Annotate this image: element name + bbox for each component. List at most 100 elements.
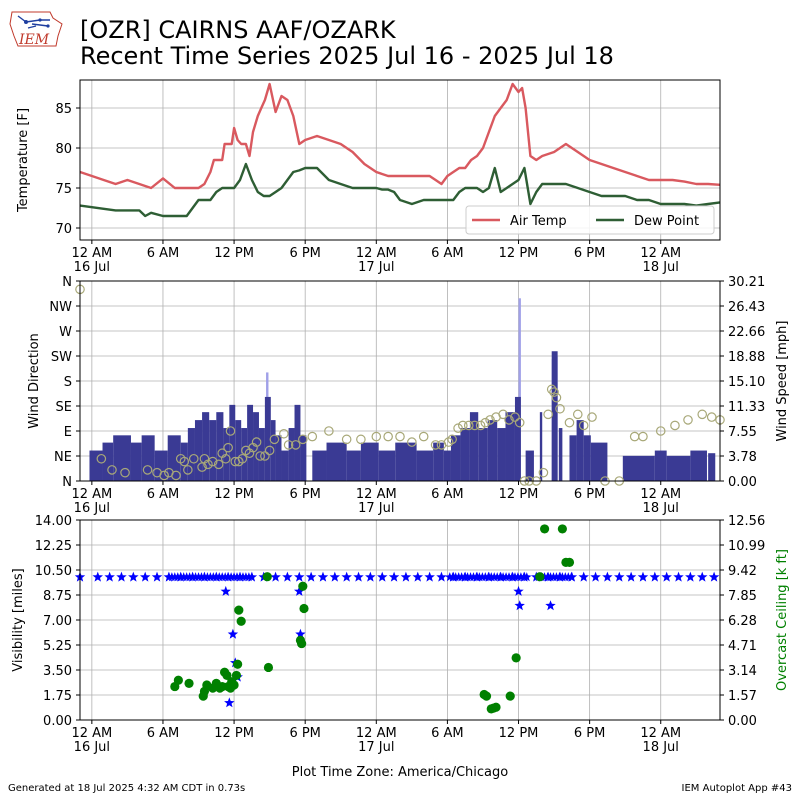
wind-direction-marker [260, 451, 270, 461]
x-tick-label: 12 PM [214, 487, 254, 502]
wind-direction-marker [538, 467, 549, 478]
ceiling-marker [236, 616, 246, 626]
direction-tick-label: W [59, 325, 72, 340]
visibility-marker [602, 571, 613, 582]
series-line-air-temp [79, 82, 721, 190]
wind-direction-marker [683, 415, 693, 425]
speed-tick-label: 7.55 [728, 425, 757, 440]
visibility-tick-label: 12.25 [35, 539, 72, 554]
series-line-dew-point [79, 162, 721, 218]
x-tick-label: 6 AM [147, 246, 180, 261]
visibility-marker [211, 571, 222, 582]
visibility-marker [294, 571, 305, 582]
ceiling-tick-label: 9.42 [728, 564, 757, 579]
wind-direction-marker [171, 470, 181, 481]
y-tick-label: 85 [55, 102, 72, 117]
wind-speed-bar [275, 435, 282, 481]
visibility-marker [554, 571, 566, 582]
wind-direction-marker [469, 420, 480, 431]
wind-direction-marker [706, 412, 717, 422]
wind-direction-marker [264, 445, 275, 456]
wind-speed-bar [487, 420, 498, 481]
wind-direction-marker [159, 470, 169, 481]
wind-direction-marker [458, 420, 468, 431]
visibility-marker [625, 571, 637, 582]
wind-speed-bar [288, 428, 295, 481]
wind-direction-marker [447, 434, 457, 445]
visibility-marker [578, 571, 589, 582]
visibility-marker [295, 628, 306, 639]
wind-direction-marker [480, 417, 491, 428]
wind-direction-marker [670, 420, 680, 431]
ceiling-tick-label: 7.85 [728, 589, 757, 604]
ceiling-tick-label: 0.00 [728, 714, 757, 729]
x-tick-label: 12 AM [640, 246, 681, 261]
wind-speed-bar [270, 420, 276, 481]
wind-direction-marker [629, 431, 640, 442]
x-tick-label: 12 AM [71, 726, 112, 741]
wind-direction-marker [356, 434, 366, 445]
wind-speed-bar [622, 455, 655, 481]
wind-direction-marker [220, 453, 231, 464]
visibility-marker [187, 571, 198, 582]
direction-tick-label: N [62, 275, 72, 290]
ceiling-marker [539, 524, 550, 534]
visibility-marker [224, 697, 235, 708]
visibility-marker [305, 571, 317, 582]
ceiling-marker [229, 680, 239, 690]
wind-speed-bar [576, 420, 584, 481]
ceiling-marker [173, 675, 183, 685]
x-tick-label: 6 AM [431, 246, 464, 261]
visibility-marker [685, 571, 696, 582]
visibility-marker [199, 571, 210, 582]
ceiling-marker [297, 638, 307, 649]
visibility-marker [329, 571, 340, 582]
wind-speed-bar [235, 420, 242, 481]
speed-tick-label: 18.88 [728, 350, 765, 365]
ceiling-tick-label: 6.28 [728, 614, 757, 629]
wind-direction-marker [203, 459, 213, 470]
ceiling-marker [299, 603, 309, 614]
wind-speed-bar [300, 435, 307, 481]
visibility-tick-label: 8.75 [43, 589, 72, 604]
ceiling-marker [231, 670, 242, 681]
visibility-marker [542, 571, 554, 582]
direction-tick-label: SW [51, 350, 72, 365]
wind-direction-marker [546, 384, 557, 395]
wind-direction-marker [324, 426, 334, 436]
wind-speed-bar [460, 428, 470, 481]
visibility-marker [514, 600, 525, 611]
speed-tick-label: 0.00 [728, 475, 757, 490]
wind-direction-marker [655, 426, 666, 436]
legend-box [465, 205, 715, 235]
visibility-marker [424, 571, 435, 582]
x-tick-date-label: 16 Jul [74, 740, 110, 755]
x-tick-label: 12 PM [214, 246, 254, 261]
wind-speed-bar [539, 412, 543, 481]
x-tick-label: 12 PM [499, 726, 539, 741]
visibility-marker [637, 571, 649, 582]
wind-direction-marker [307, 431, 318, 442]
wind-direction-marker [383, 431, 393, 442]
x-tick-label: 12 AM [356, 487, 397, 502]
wind-direction-marker [475, 420, 486, 431]
wind-speed-bar [209, 420, 217, 481]
ceiling-tick-label: 4.71 [728, 639, 757, 654]
wind-speed-bar [469, 412, 479, 481]
wind-speed-bar [551, 351, 558, 481]
visibility-marker [246, 571, 258, 582]
ceiling-marker [535, 572, 545, 582]
visibility-marker [92, 571, 103, 582]
x-tick-date-label: 16 Jul [74, 260, 110, 275]
wind-direction-marker [498, 409, 508, 420]
iem-logo: IEM [9, 11, 63, 48]
wind-direction-marker [549, 387, 559, 397]
wind-speed-bar [113, 435, 131, 481]
visibility-marker [104, 571, 115, 582]
wind-speed-bar [102, 442, 114, 481]
wind-direction-marker [587, 412, 597, 422]
visibility-marker [590, 571, 601, 582]
ceiling-marker [234, 605, 244, 615]
wind-direction-marker [371, 431, 382, 442]
wind-direction-marker [638, 431, 648, 442]
